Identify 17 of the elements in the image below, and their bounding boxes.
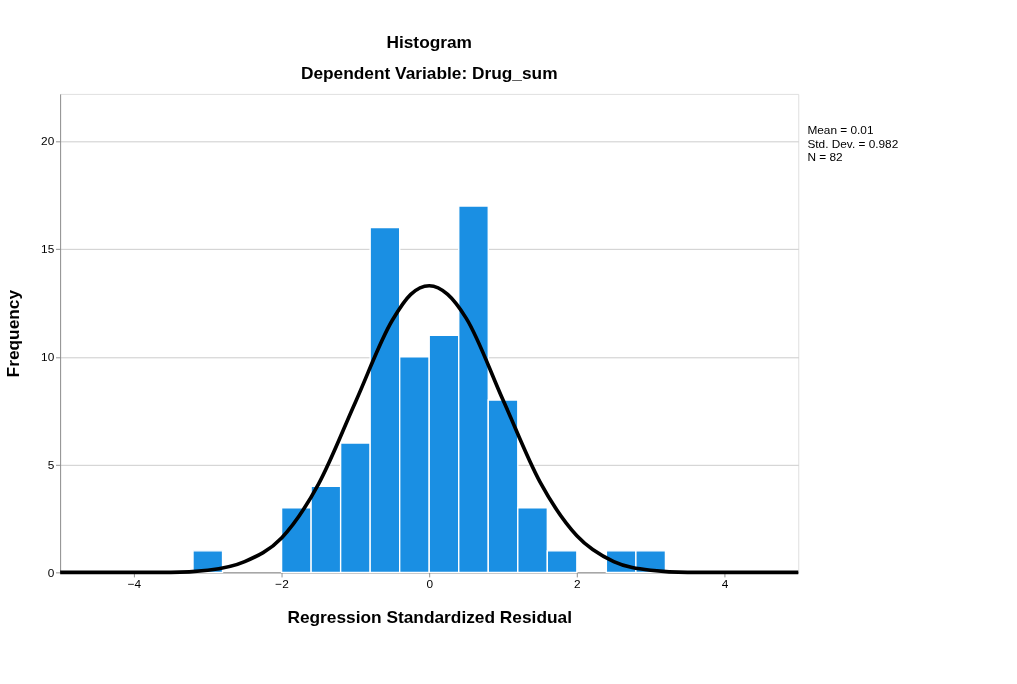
x-axis-title: Regression Standardized Residual — [287, 606, 572, 627]
text: Mean = 0.01 — [807, 123, 874, 138]
x-tick-label: 0 — [426, 577, 434, 592]
x-tick-label: 4 — [721, 577, 729, 592]
y-tick-label: 0 — [47, 565, 55, 580]
y-tick-label: 10 — [41, 350, 55, 364]
x-tick-label: 2 — [574, 577, 581, 592]
y-axis-title: Frequency — [3, 289, 24, 378]
y-tick-label: 15 — [41, 242, 55, 257]
x-tick-label: −2 — [275, 577, 289, 592]
y-tick-label: 5 — [47, 457, 55, 472]
text: Std. Dev. = 0.982 — [807, 136, 899, 151]
chart-subtitle: Dependent Variable: Drug_sum — [300, 63, 558, 84]
chart-title: Histogram — [386, 31, 472, 52]
x-tick-label: −4 — [127, 577, 142, 592]
y-tick-label: 20 — [41, 134, 55, 149]
text: N = 82 — [807, 150, 843, 165]
